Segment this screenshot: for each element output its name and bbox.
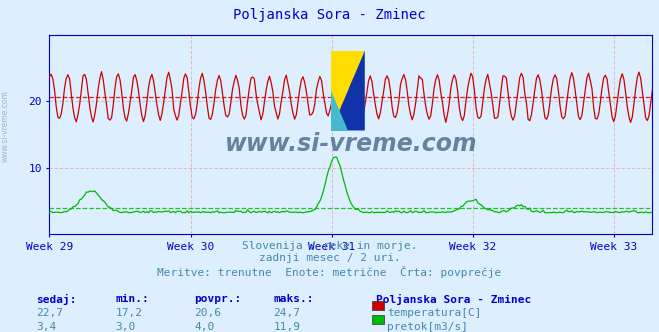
Text: 24,7: 24,7 bbox=[273, 308, 301, 318]
Text: Poljanska Sora - Zminec: Poljanska Sora - Zminec bbox=[376, 294, 531, 305]
Text: 4,0: 4,0 bbox=[194, 322, 215, 332]
Polygon shape bbox=[331, 51, 365, 130]
Text: 20,6: 20,6 bbox=[194, 308, 221, 318]
Text: sedaj:: sedaj: bbox=[36, 294, 76, 305]
Text: Meritve: trenutne  Enote: metrične  Črta: povprečje: Meritve: trenutne Enote: metrične Črta: … bbox=[158, 266, 501, 278]
Text: zadnji mesec / 2 uri.: zadnji mesec / 2 uri. bbox=[258, 253, 401, 263]
Text: min.:: min.: bbox=[115, 294, 149, 304]
Polygon shape bbox=[331, 91, 348, 130]
Text: 3,4: 3,4 bbox=[36, 322, 57, 332]
Text: 11,9: 11,9 bbox=[273, 322, 301, 332]
Text: 22,7: 22,7 bbox=[36, 308, 63, 318]
Text: www.si-vreme.com: www.si-vreme.com bbox=[225, 132, 477, 156]
Text: pretok[m3/s]: pretok[m3/s] bbox=[387, 322, 469, 332]
Polygon shape bbox=[331, 51, 365, 130]
Text: 3,0: 3,0 bbox=[115, 322, 136, 332]
Text: maks.:: maks.: bbox=[273, 294, 314, 304]
Text: www.si-vreme.com: www.si-vreme.com bbox=[1, 90, 10, 162]
Text: 17,2: 17,2 bbox=[115, 308, 142, 318]
Text: povpr.:: povpr.: bbox=[194, 294, 242, 304]
Text: Slovenija / reke in morje.: Slovenija / reke in morje. bbox=[242, 241, 417, 251]
Text: Poljanska Sora - Zminec: Poljanska Sora - Zminec bbox=[233, 8, 426, 22]
Text: temperatura[C]: temperatura[C] bbox=[387, 308, 482, 318]
